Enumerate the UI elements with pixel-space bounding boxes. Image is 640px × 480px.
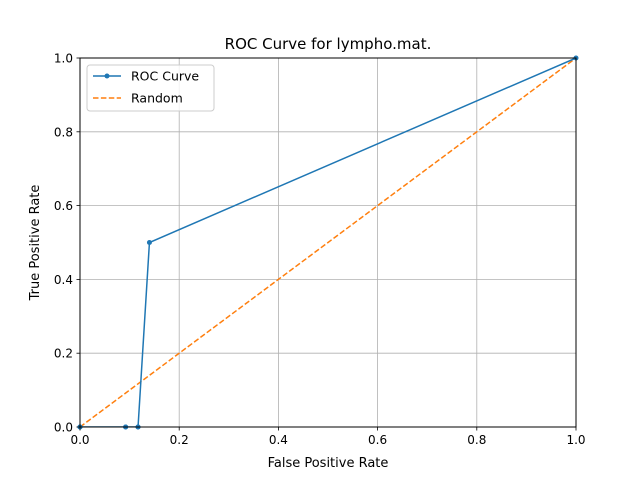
y-axis-label: True Positive Rate xyxy=(28,185,43,302)
plot-frame xyxy=(79,57,577,428)
roc-curve-point xyxy=(146,240,152,245)
x-tick-label: 1.0 xyxy=(566,433,585,447)
y-tick-label: 0.2 xyxy=(54,347,73,361)
y-tick-label: 0.0 xyxy=(54,421,73,435)
legend-marker-roc-curve xyxy=(104,73,110,79)
roc-curve-series-line xyxy=(80,58,576,427)
legend: ROC Curve Random xyxy=(86,64,215,112)
y-tick-label: 0.8 xyxy=(54,125,73,139)
x-tick-label: 0.0 xyxy=(70,433,89,447)
x-tick-label: 0.8 xyxy=(467,433,486,447)
random-series-line xyxy=(80,58,576,427)
x-tick-label: 0.4 xyxy=(269,433,288,447)
y-tick-label: 1.0 xyxy=(54,52,73,66)
legend-label: Random xyxy=(131,91,183,106)
chart-title: ROC Curve for lympho.mat. xyxy=(225,35,432,53)
plot-series xyxy=(77,55,579,430)
x-tick-label: 0.6 xyxy=(368,433,387,447)
y-tick-label: 0.4 xyxy=(54,273,73,287)
x-tick-label: 0.2 xyxy=(170,433,189,447)
axis-ticks: 0.0 0.2 0.4 0.6 0.8 1.0 0.0 0.2 0.4 0.6 0.8 1.0 xyxy=(54,52,586,448)
y-tick-label: 0.6 xyxy=(54,199,73,213)
x-axis-label: False Positive Rate xyxy=(268,456,389,471)
legend-label: ROC Curve xyxy=(131,69,199,84)
